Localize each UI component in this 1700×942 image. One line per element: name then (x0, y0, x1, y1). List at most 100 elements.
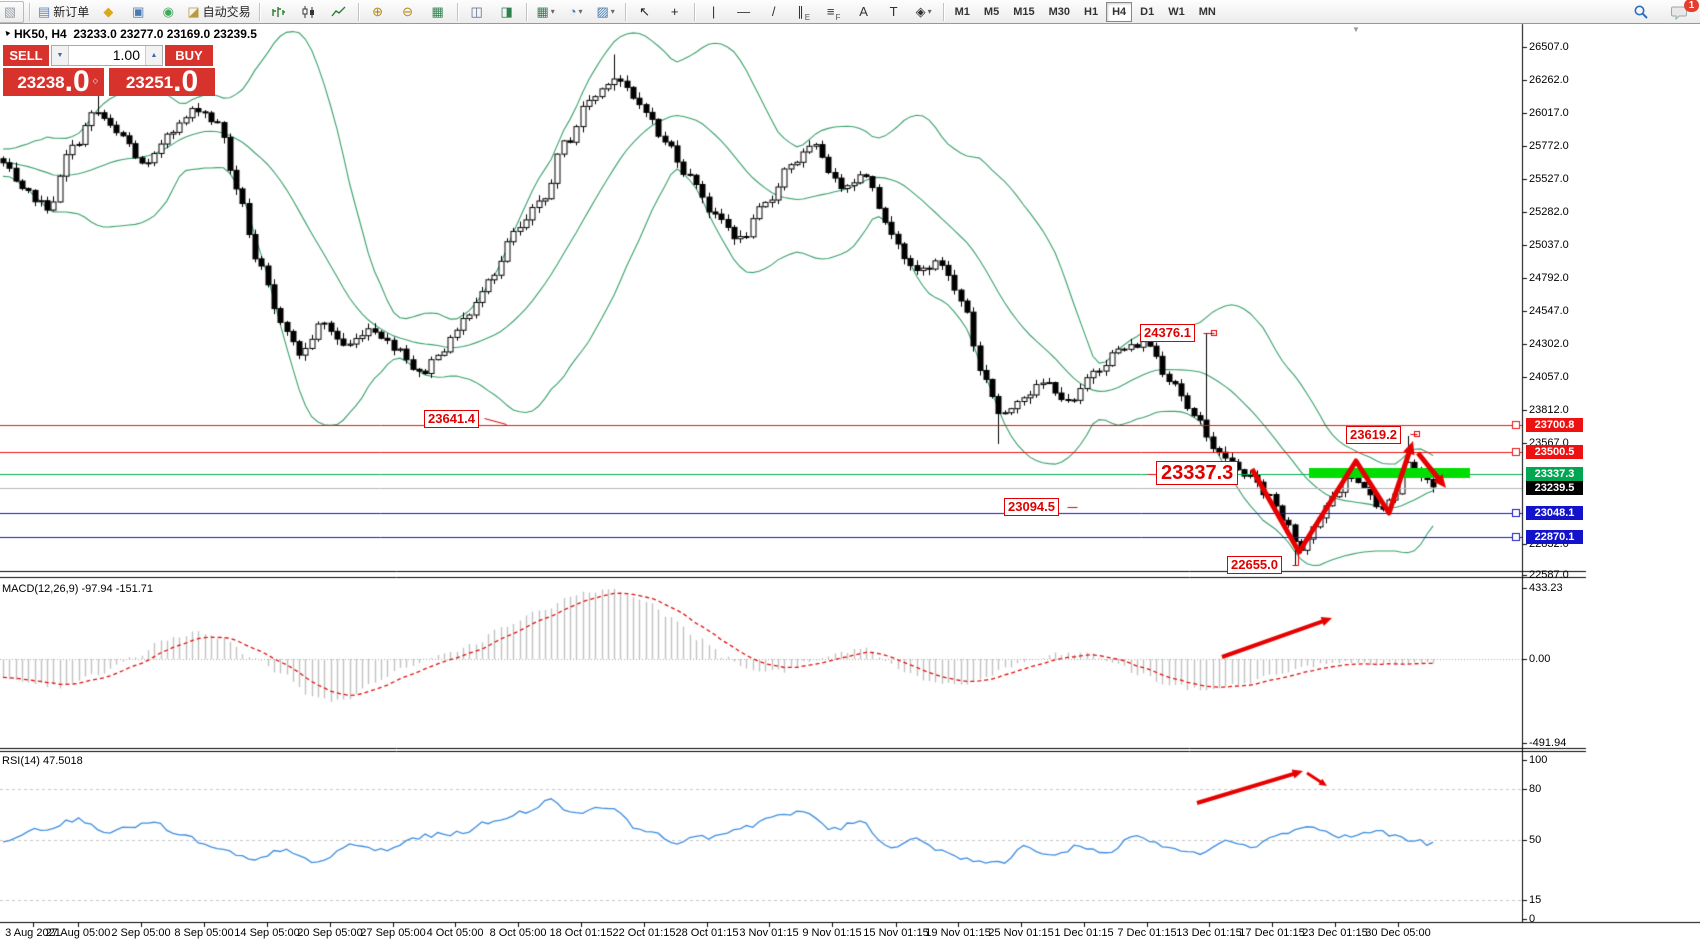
price-tag: 23500.5 (1526, 445, 1583, 459)
line-chart-button[interactable] (325, 1, 353, 23)
fibonacci-button[interactable]: ≡ F (820, 1, 848, 23)
cursor-button[interactable]: ↖ (631, 1, 659, 23)
timeframe-button-m15[interactable]: M15 (1013, 5, 1035, 18)
shapes-button[interactable]: ◈ ▾ (910, 1, 938, 23)
buy-price-frac: .0 (173, 65, 199, 98)
time-axis-label: 15 Nov 01:15 (863, 927, 929, 939)
sell-button[interactable]: SELL (3, 45, 49, 66)
price-axis-label: 25037.0 (1529, 239, 1569, 251)
text-button-icon: A (859, 4, 868, 19)
zoom-out-button[interactable]: ⊖ (394, 1, 422, 23)
timeframe-button-m5[interactable]: M5 (983, 5, 1000, 18)
price-tag: 23239.5 (1526, 481, 1583, 495)
price-annotation-label[interactable]: 23337.3 (1156, 461, 1239, 485)
price-annotation-label[interactable]: 23094.5 (1004, 498, 1059, 516)
clipped-icon-icon: ▧ (3, 3, 17, 19)
new-chart-button[interactable]: ▦ ▾ (532, 1, 560, 23)
macd-label: MACD(12,26,9) -97.94 -151.71 (2, 583, 154, 595)
toolbar-right: 1 (1626, 0, 1699, 23)
text-button[interactable]: A (850, 1, 878, 23)
chart-shift-button[interactable]: ◨ (493, 1, 521, 23)
buy-price[interactable]: 23251.0 (109, 65, 215, 98)
timeframe-button-d1[interactable]: D1 (1140, 5, 1155, 18)
clipped-icon[interactable]: ▧ (0, 0, 24, 23)
time-axis-label: 4 Oct 05:00 (426, 927, 484, 939)
volume-input[interactable]: 1.00 (112, 47, 140, 63)
label-button[interactable]: T (880, 1, 908, 23)
new-order-button[interactable]: ▤ 新订单 (35, 1, 92, 23)
time-axis-label: 3 Aug 2021 (5, 927, 61, 939)
sell-price[interactable]: 23238.0 ◇ (3, 65, 104, 98)
volume-increase-button[interactable]: ▲ (145, 46, 162, 65)
price-annotation-label[interactable]: 23619.2 (1346, 426, 1401, 444)
macd-axis-label: 0.00 (1529, 653, 1551, 665)
template-button[interactable]: ▨ ▾ (592, 1, 620, 23)
signals-icon-icon: ◉ (162, 3, 174, 19)
price-annotation-label[interactable]: 23641.4 (424, 410, 479, 428)
price-annotation-label[interactable]: 24376.1 (1140, 324, 1195, 342)
new-order-button-label: 新订单 (53, 5, 90, 19)
volume-decrease-button[interactable]: ▼ (52, 46, 69, 65)
timeframe-button-mn[interactable]: MN (1198, 5, 1216, 18)
dropdown-arrow-icon: ▾ (610, 7, 615, 16)
tile-windows-button[interactable]: ▦ (424, 1, 452, 23)
signals-icon[interactable]: ◉ (154, 1, 182, 23)
timeframe-button-h4[interactable]: H4 (1106, 1, 1133, 22)
time-axis-label: 27 Sep 05:00 (360, 927, 426, 939)
price-axis-label: 24302.0 (1529, 338, 1569, 350)
time-axis-label: 18 Oct 01:15 (549, 927, 613, 939)
candlestick-chart-button[interactable] (295, 1, 323, 23)
time-axis-label: 3 Nov 01:15 (739, 927, 799, 939)
timeframe-button-m1[interactable]: M1 (954, 5, 970, 18)
sell-price-frac: .0 (64, 65, 90, 98)
hline-button[interactable]: — (730, 1, 758, 23)
channel-button-sub-label: E (804, 12, 811, 22)
dropdown-arrow-icon: ▾ (927, 7, 932, 16)
time-axis-label: 7 Dec 01:15 (1117, 927, 1177, 939)
bar-chart-button[interactable] (265, 1, 293, 23)
channel-button-icon: ∥ (797, 3, 804, 19)
chart-window-icon[interactable]: ▣ (124, 1, 152, 23)
autotrading-button[interactable]: ◪ 自动交易 (184, 1, 253, 23)
zoom-in-button[interactable]: ⊕ (364, 1, 392, 23)
bar-chart-button-icon (272, 6, 286, 17)
buy-button[interactable]: BUY (165, 45, 213, 66)
history-center-icon[interactable]: ◆ (94, 1, 122, 23)
time-axis-label: 22 Oct 01:15 (612, 927, 676, 939)
auto-arrange-button[interactable]: ◫ (463, 1, 491, 23)
rsi-label: RSI(14) 47.5018 (2, 755, 83, 767)
time-axis-label: 30 Dec 05:00 (1365, 927, 1431, 939)
toolbar-separator (456, 2, 458, 21)
rsi-axis-label: 100 (1529, 754, 1548, 766)
price-axis-label: 26262.0 (1529, 74, 1569, 86)
price-tag: 22870.1 (1526, 530, 1583, 544)
zoom-in-button-icon: ⊕ (372, 3, 384, 19)
time-axis-label: 28 Oct 01:15 (675, 927, 739, 939)
time-axis-label: 17 Dec 01:15 (1239, 927, 1305, 939)
price-axis-label: 25527.0 (1529, 173, 1569, 185)
price-axis-label: 25282.0 (1529, 206, 1569, 218)
vline-button[interactable]: | (700, 1, 728, 23)
time-axis-label: 8 Oct 05:00 (489, 927, 547, 939)
label-button-icon: T (889, 4, 898, 19)
time-axis-label: 27 Aug 05:00 (45, 927, 111, 939)
timeframe-button-w1[interactable]: W1 (1168, 5, 1185, 18)
crosshair-button[interactable]: + (661, 1, 689, 23)
trendline-button[interactable]: / (760, 1, 788, 23)
auto-arrange-button-icon: ◫ (470, 3, 483, 19)
search-button[interactable] (1627, 1, 1655, 23)
autotrading-button-label: 自动交易 (202, 5, 251, 19)
crosshair-button-icon: + (670, 4, 679, 19)
dropdown-arrow-icon: ▾ (550, 7, 555, 16)
chat-button[interactable]: 1 (1665, 0, 1699, 23)
fibonacci-button-sub-label: F (835, 12, 841, 22)
price-annotation-label[interactable]: 22655.0 (1227, 556, 1282, 574)
zoom-out-button-icon: ⊖ (402, 3, 414, 19)
search-icon (1634, 5, 1648, 19)
timeframe-button-m30[interactable]: M30 (1048, 5, 1070, 18)
channel-button[interactable]: ∥ E (790, 1, 818, 23)
period-button[interactable]: ◔ ▾ (562, 1, 590, 23)
timeframe-button-h1[interactable]: H1 (1084, 5, 1099, 18)
